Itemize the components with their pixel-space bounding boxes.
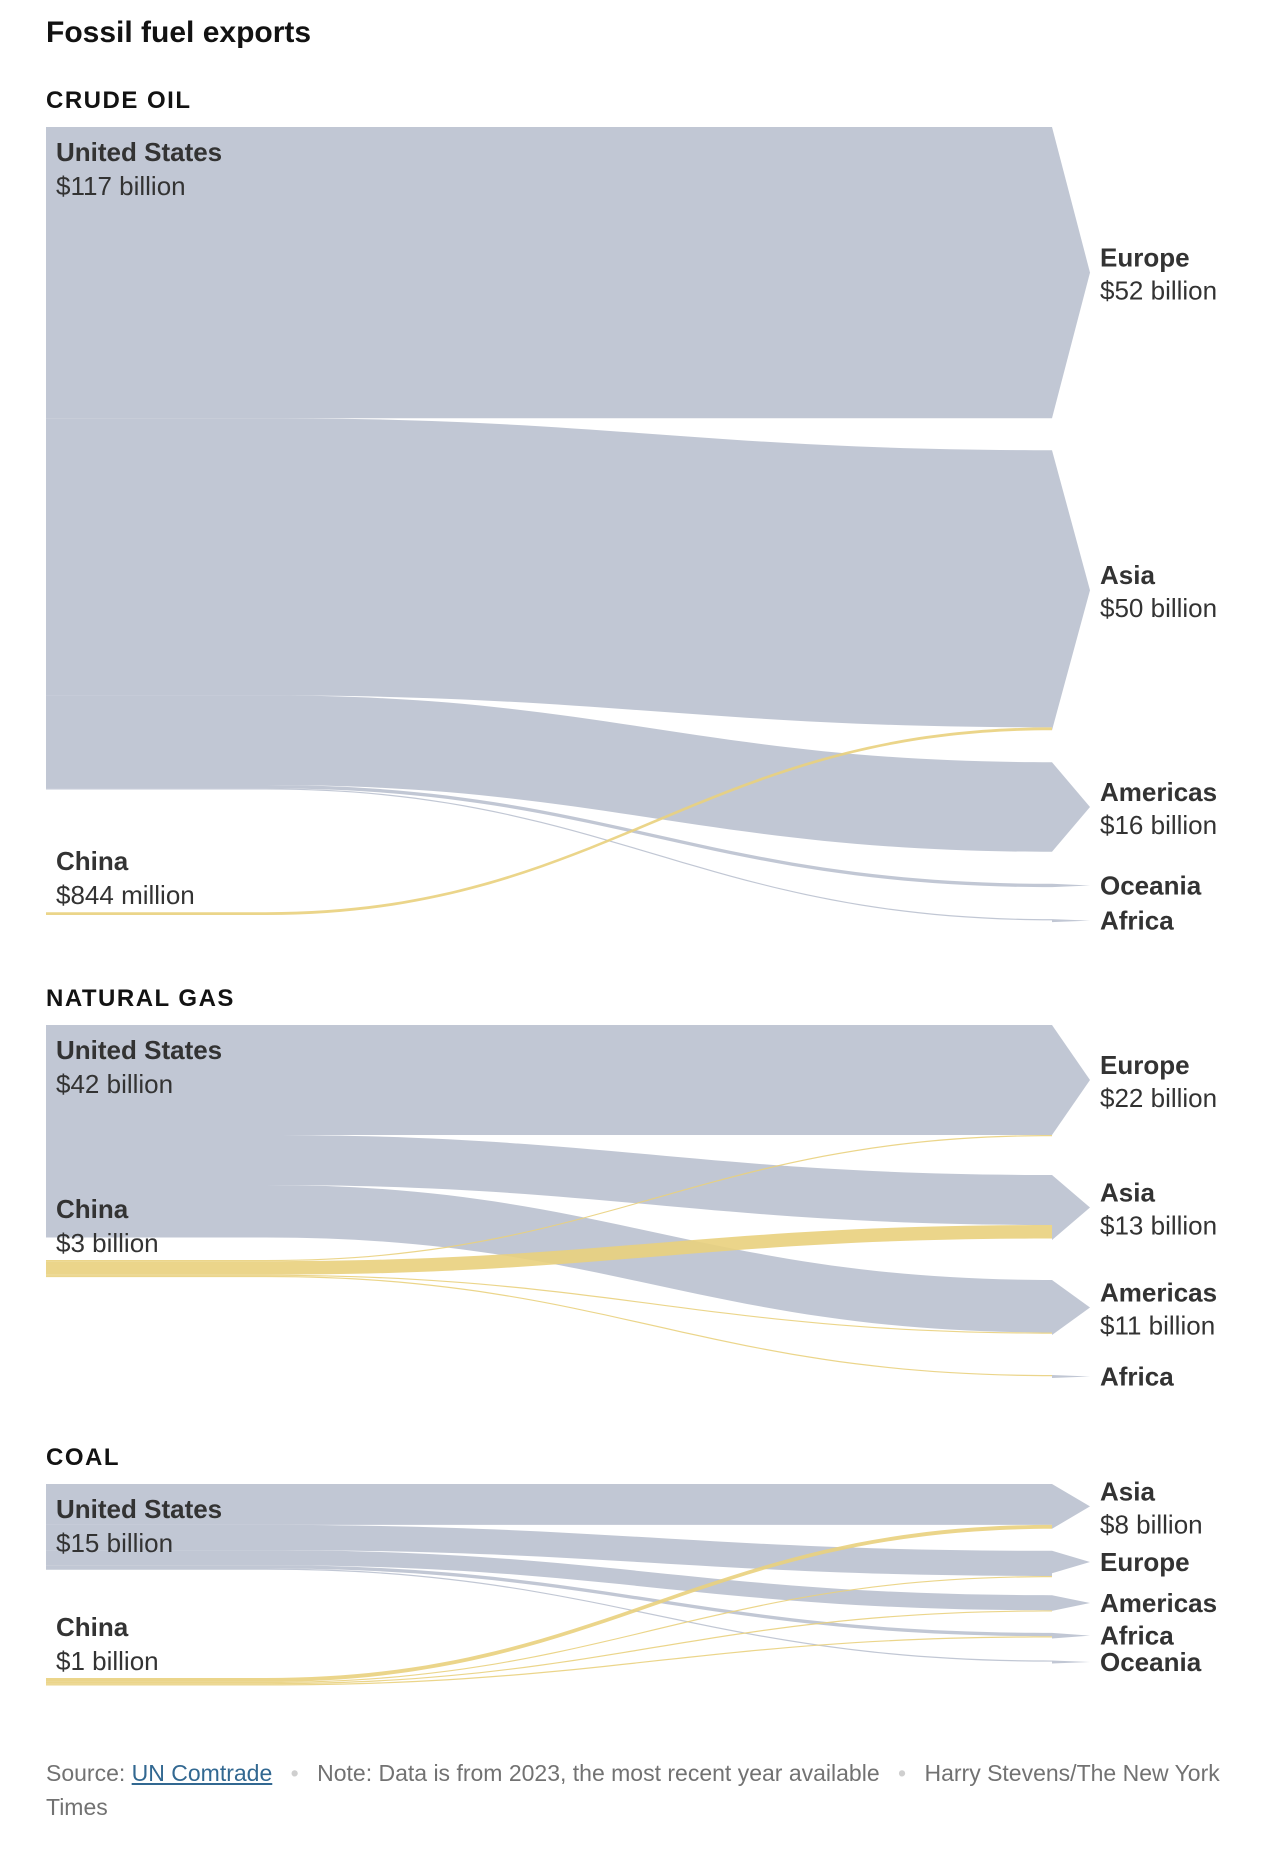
sankey-charts: United States $117 billion China $844 milli… (46, 127, 1217, 1686)
arrowhead-europe (1052, 1550, 1090, 1574)
arrowhead-africa (1052, 1375, 1090, 1378)
arrowhead-africa (1052, 919, 1090, 923)
target-label-oceania: Oceania (1100, 870, 1202, 900)
flow-united-states-to-europe (46, 1524, 1052, 1576)
arrowhead-asia (1052, 1175, 1090, 1240)
separator-dot: • (898, 1760, 907, 1786)
flow-united-states-to-asia (46, 1135, 1052, 1225)
source-label-united-states: United States (56, 1494, 222, 1524)
arrowhead-oceania (1052, 883, 1090, 888)
flow-china-to-asia (46, 1225, 1052, 1275)
target-label-asia: Asia (1100, 1476, 1155, 1506)
sankey-coal: United States $15 billion China $1 billion A… (46, 1476, 1217, 1686)
flows (46, 127, 1052, 921)
sankey-crude-oil: United States $117 billion China $844 milli… (46, 127, 1217, 936)
target-value-europe: $52 billion (1100, 276, 1217, 306)
source-value-china: $3 billion (56, 1228, 159, 1258)
target-label-americas: Americas (1100, 1588, 1217, 1618)
flow-united-states-to-asia (46, 1484, 1052, 1525)
sankey-natural-gas: United States $42 billion China $3 billion E… (46, 1025, 1217, 1392)
arrowhead-americas (1052, 762, 1090, 852)
target-value-europe: $22 billion (1100, 1083, 1217, 1113)
flows (46, 1025, 1052, 1377)
source-value-united-states: $15 billion (56, 1528, 173, 1558)
footer: Source: UN Comtrade • Note: Data is from… (46, 1756, 1246, 1824)
source-label-china: China (56, 1612, 129, 1642)
target-label-europe: Europe (1100, 243, 1190, 273)
section-title-coal: COAL (46, 1444, 120, 1471)
arrowhead-oceania (1052, 1660, 1090, 1664)
separator-dot: • (290, 1760, 299, 1786)
arrowhead-europe (1052, 127, 1090, 419)
target-value-americas: $11 billion (1100, 1311, 1215, 1341)
source-value-united-states: $117 billion (56, 171, 186, 201)
source-label-china: China (56, 846, 129, 876)
source-label-united-states: United States (56, 1035, 222, 1065)
flow-united-states-to-americas (46, 695, 1052, 852)
source-label-china: China (56, 1194, 129, 1224)
credit-text: Harry Stevens/The New York Times (46, 1760, 1220, 1820)
target-label-africa: Africa (1100, 1362, 1174, 1392)
section-title-crude-oil: CRUDE OIL (46, 87, 192, 114)
target-value-asia: $8 billion (1100, 1509, 1203, 1539)
source-prefix: Source: (46, 1760, 126, 1786)
target-label-oceania: Oceania (1100, 1647, 1202, 1677)
arrowhead-africa (1052, 1632, 1090, 1639)
flow-united-states-to-asia (46, 418, 1052, 728)
source-value-china: $1 billion (56, 1646, 159, 1676)
arrowhead-americas (1052, 1280, 1090, 1335)
arrowhead-americas (1052, 1595, 1090, 1611)
note-text: Note: Data is from 2023, the most recent… (317, 1760, 880, 1786)
target-label-europe: Europe (1100, 1547, 1190, 1577)
flow-united-states-to-americas (46, 1550, 1052, 1611)
target-label-asia: Asia (1100, 560, 1155, 590)
source-link[interactable]: UN Comtrade (131, 1760, 273, 1786)
target-label-americas: Americas (1100, 1278, 1217, 1308)
target-label-asia: Asia (1100, 1178, 1155, 1208)
target-label-africa: Africa (1100, 906, 1174, 936)
arrowhead-asia (1052, 450, 1090, 731)
arrowhead-asia (1052, 1484, 1090, 1529)
source-value-united-states: $42 billion (56, 1069, 173, 1099)
flow-united-states-to-europe (46, 1025, 1052, 1135)
flows (46, 1484, 1052, 1686)
arrowhead-europe (1052, 1025, 1090, 1135)
flow-united-states-to-europe (46, 127, 1052, 419)
source-value-china: $844 million (56, 880, 195, 910)
target-label-europe: Europe (1100, 1050, 1190, 1080)
source-label-united-states: United States (56, 137, 222, 167)
flow-china-to-americas (46, 1610, 1052, 1685)
target-label-africa: Africa (1100, 1621, 1174, 1651)
flow-united-states-to-oceania (46, 1568, 1052, 1662)
target-label-americas: Americas (1100, 777, 1217, 807)
target-value-asia: $13 billion (1100, 1211, 1217, 1241)
target-value-americas: $16 billion (1100, 810, 1217, 840)
target-value-asia: $50 billion (1100, 593, 1217, 623)
section-title-natural-gas: NATURAL GAS (46, 985, 235, 1012)
chart-title: Fossil fuel exports (46, 16, 312, 49)
